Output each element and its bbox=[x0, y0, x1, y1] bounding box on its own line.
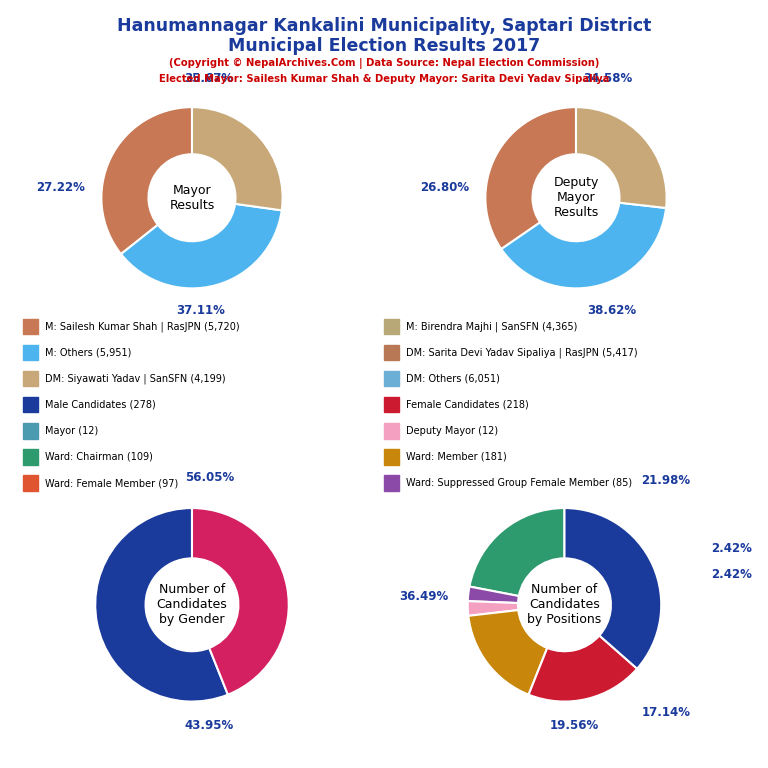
Wedge shape bbox=[468, 587, 519, 603]
Text: DM: Others (6,051): DM: Others (6,051) bbox=[406, 373, 499, 384]
Wedge shape bbox=[192, 107, 283, 210]
Text: 17.14%: 17.14% bbox=[641, 706, 690, 719]
Text: 26.80%: 26.80% bbox=[420, 180, 469, 194]
Text: Male Candidates (278): Male Candidates (278) bbox=[45, 399, 155, 410]
Text: Municipal Election Results 2017: Municipal Election Results 2017 bbox=[228, 37, 540, 55]
Text: DM: Siyawati Yadav | SanSFN (4,199): DM: Siyawati Yadav | SanSFN (4,199) bbox=[45, 373, 225, 384]
Text: 37.11%: 37.11% bbox=[177, 304, 226, 316]
Text: Ward: Chairman (109): Ward: Chairman (109) bbox=[45, 452, 152, 462]
Text: M: Others (5,951): M: Others (5,951) bbox=[45, 347, 131, 358]
Text: Deputy
Mayor
Results: Deputy Mayor Results bbox=[553, 177, 599, 219]
Text: Elected Mayor: Sailesh Kumar Shah & Deputy Mayor: Sarita Devi Yadav Sipaliya: Elected Mayor: Sailesh Kumar Shah & Depu… bbox=[159, 74, 609, 84]
Text: 35.67%: 35.67% bbox=[184, 71, 233, 84]
Wedge shape bbox=[485, 107, 576, 249]
Wedge shape bbox=[502, 203, 666, 288]
Text: 19.56%: 19.56% bbox=[550, 719, 599, 732]
Text: 43.95%: 43.95% bbox=[185, 719, 234, 732]
Wedge shape bbox=[101, 107, 192, 254]
Text: Mayor (12): Mayor (12) bbox=[45, 425, 98, 436]
Wedge shape bbox=[121, 204, 282, 288]
Text: 34.58%: 34.58% bbox=[583, 71, 632, 84]
Text: Ward: Female Member (97): Ward: Female Member (97) bbox=[45, 478, 178, 488]
Text: 36.49%: 36.49% bbox=[399, 590, 449, 603]
Wedge shape bbox=[469, 508, 564, 596]
Wedge shape bbox=[576, 107, 667, 208]
Wedge shape bbox=[468, 610, 548, 695]
Text: 2.42%: 2.42% bbox=[712, 568, 753, 581]
Text: Deputy Mayor (12): Deputy Mayor (12) bbox=[406, 425, 498, 436]
Text: Mayor
Results: Mayor Results bbox=[170, 184, 214, 212]
Text: DM: Sarita Devi Yadav Sipaliya | RasJPN (5,417): DM: Sarita Devi Yadav Sipaliya | RasJPN … bbox=[406, 347, 637, 358]
Text: M: Sailesh Kumar Shah | RasJPN (5,720): M: Sailesh Kumar Shah | RasJPN (5,720) bbox=[45, 321, 239, 332]
Text: Ward: Member (181): Ward: Member (181) bbox=[406, 452, 506, 462]
Wedge shape bbox=[192, 508, 289, 695]
Text: Hanumannagar Kankalini Municipality, Saptari District: Hanumannagar Kankalini Municipality, Sap… bbox=[117, 17, 651, 35]
Text: Number of
Candidates
by Positions: Number of Candidates by Positions bbox=[528, 584, 601, 626]
Wedge shape bbox=[564, 508, 661, 669]
Wedge shape bbox=[528, 635, 637, 701]
Text: Number of
Candidates
by Gender: Number of Candidates by Gender bbox=[157, 584, 227, 626]
Wedge shape bbox=[468, 601, 518, 616]
Text: (Copyright © NepalArchives.Com | Data Source: Nepal Election Commission): (Copyright © NepalArchives.Com | Data So… bbox=[169, 58, 599, 69]
Text: 27.22%: 27.22% bbox=[36, 180, 85, 194]
Text: M: Birendra Majhi | SanSFN (4,365): M: Birendra Majhi | SanSFN (4,365) bbox=[406, 321, 577, 332]
Wedge shape bbox=[95, 508, 228, 701]
Text: 56.05%: 56.05% bbox=[185, 471, 234, 484]
Text: Ward: Suppressed Group Female Member (85): Ward: Suppressed Group Female Member (85… bbox=[406, 478, 631, 488]
Text: 38.62%: 38.62% bbox=[588, 304, 637, 316]
Text: Female Candidates (218): Female Candidates (218) bbox=[406, 399, 528, 410]
Text: 21.98%: 21.98% bbox=[641, 474, 690, 487]
Text: 2.42%: 2.42% bbox=[712, 541, 753, 554]
